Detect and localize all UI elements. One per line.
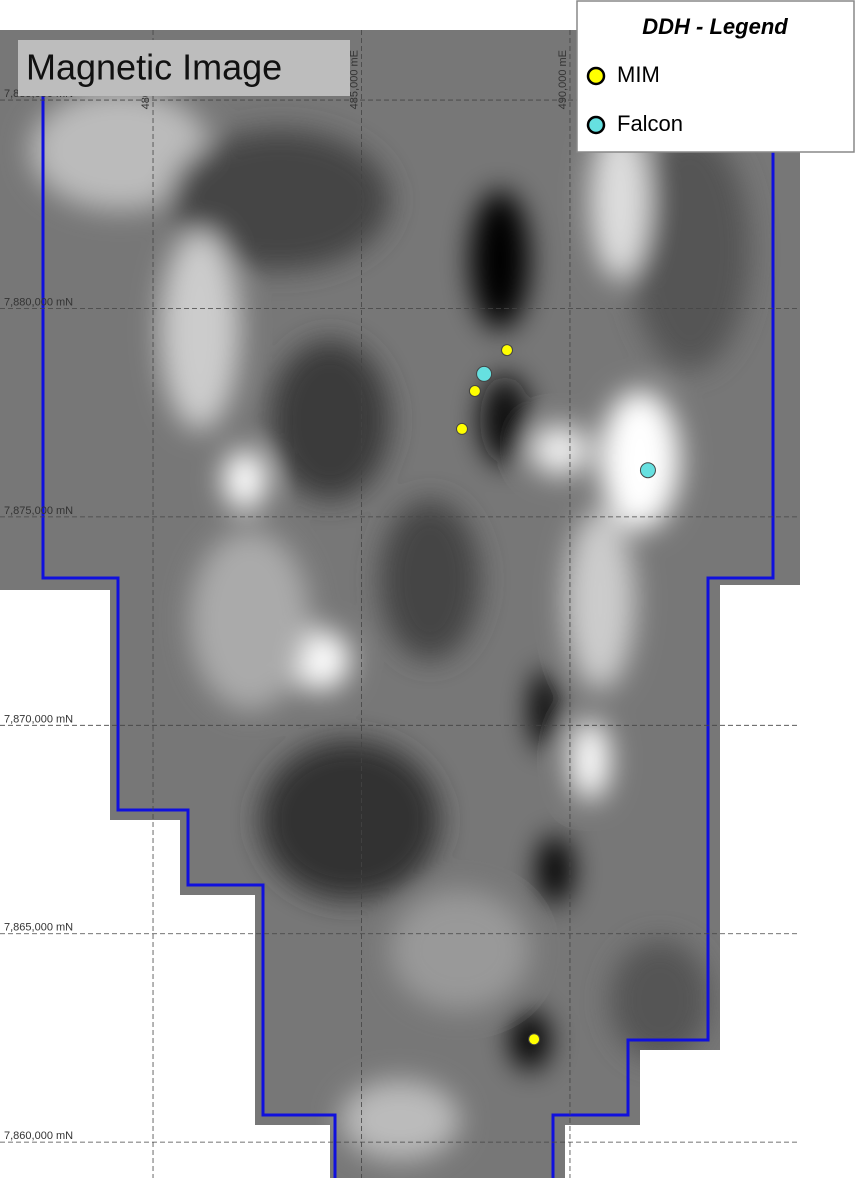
- legend-items: MIM Falcon: [586, 62, 683, 136]
- legend-title: DDH - Legend: [642, 14, 788, 39]
- boundary-left: [41, 40, 337, 1178]
- legend-symbol: [586, 66, 606, 86]
- y-tick-label: 7,870,000 mN: [4, 713, 73, 725]
- boundary-right: [551, 40, 775, 1178]
- legend-box: [576, 0, 855, 153]
- title-background: [18, 40, 350, 96]
- drillholes: [455, 344, 656, 1046]
- drillhole: [455, 422, 468, 435]
- legend: DDH - Legend MIM Falcon: [576, 0, 855, 153]
- drillhole: [639, 462, 656, 479]
- y-tick-label: 7,880,000 mN: [4, 296, 73, 308]
- drillhole: [528, 1033, 541, 1046]
- legend-symbol: [586, 115, 606, 135]
- drillhole: [476, 365, 493, 382]
- y-tick-label: 7,860,000 mN: [4, 1130, 73, 1142]
- y-tick-label: 7,875,000 mN: [4, 505, 73, 517]
- x-tick-label: 490,000 mE: [557, 50, 569, 109]
- legend-label: Falcon: [617, 111, 683, 136]
- legend-label: MIM: [617, 62, 660, 87]
- map-title: Magnetic Image: [26, 47, 282, 88]
- y-tick-label: 7,865,000 mN: [4, 922, 73, 934]
- drillhole: [501, 344, 514, 357]
- title-box: Magnetic Image: [18, 40, 350, 96]
- x-tick-label: 485,000 mE: [348, 50, 360, 109]
- drillhole: [468, 384, 481, 397]
